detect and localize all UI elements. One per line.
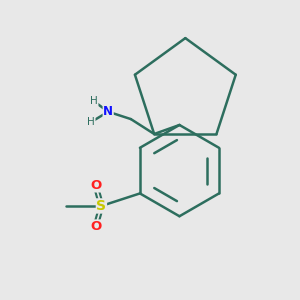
Text: O: O	[90, 179, 101, 192]
Text: O: O	[90, 220, 101, 233]
Text: N: N	[103, 105, 113, 118]
Text: S: S	[96, 199, 106, 213]
Text: H: H	[90, 96, 98, 106]
Text: H: H	[87, 117, 95, 127]
